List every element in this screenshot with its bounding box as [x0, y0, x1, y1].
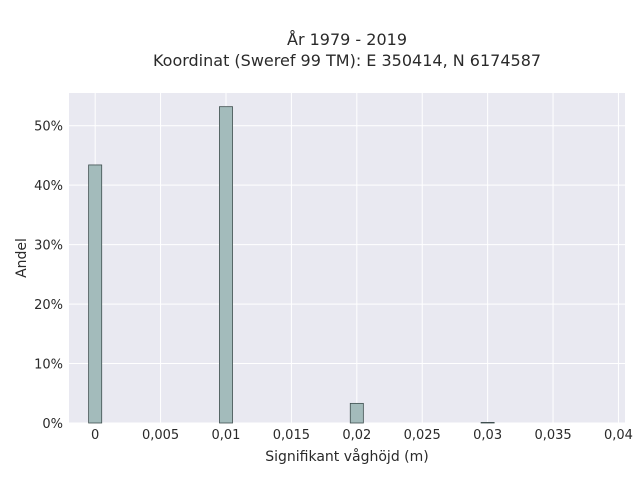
x-tick-label: 0,01 — [212, 428, 241, 443]
y-axis-ticks: 0% 10% 20% 30% 40% 50% — [34, 120, 63, 432]
bar — [349, 402, 364, 424]
grid-lines — [69, 93, 625, 424]
x-tick-label: 0,035 — [534, 428, 571, 443]
x-tick-label: 0,025 — [404, 428, 441, 443]
x-axis-label: Signifikant våghöjd (m) — [265, 448, 428, 465]
bar — [88, 164, 103, 424]
x-tick-label: 0,02 — [342, 428, 371, 443]
chart-title-line1: År 1979 - 2019 — [287, 30, 407, 49]
bars — [88, 106, 495, 424]
y-tick-label: 20% — [34, 298, 63, 313]
y-tick-label: 10% — [34, 358, 63, 373]
x-tick-label: 0 — [91, 428, 99, 443]
plot-area — [69, 93, 625, 423]
y-tick-label: 50% — [34, 120, 63, 135]
y-tick-label: 40% — [34, 179, 63, 194]
y-tick-label: 30% — [34, 239, 63, 254]
bar — [480, 422, 495, 424]
chart-title-line2: Koordinat (Sweref 99 TM): E 350414, N 61… — [153, 51, 541, 70]
x-tick-label: 0,04 — [604, 428, 633, 443]
bar — [219, 106, 233, 424]
x-axis-ticks: 0 0,005 0,01 0,015 0,02 0,025 0,03 0,035 0,04 — [91, 428, 633, 443]
x-tick-label: 0,03 — [473, 428, 502, 443]
y-tick-label: 0% — [42, 417, 63, 432]
x-tick-label: 0,005 — [142, 428, 179, 443]
y-axis-label: Andel — [14, 238, 30, 278]
x-tick-label: 0,015 — [273, 428, 310, 443]
